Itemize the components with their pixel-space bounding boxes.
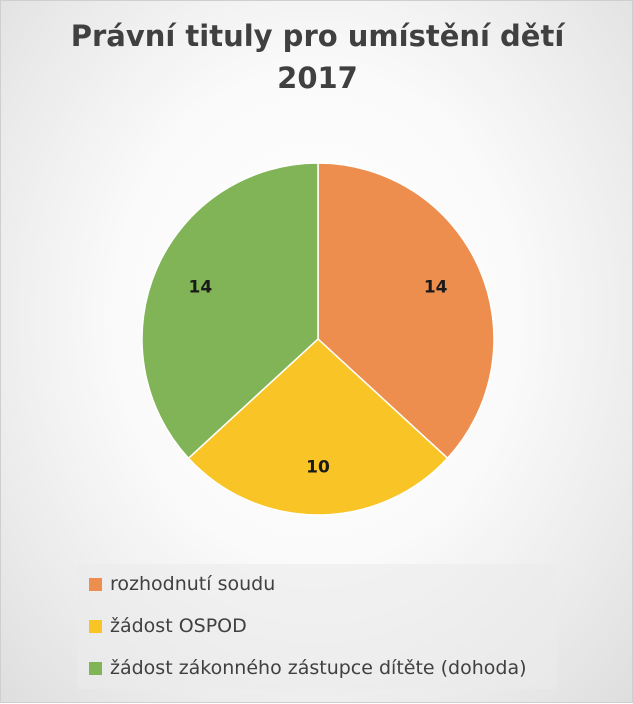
- legend-label-1: žádost OSPOD: [110, 615, 247, 637]
- legend-item-zadost-ospod: žádost OSPOD: [89, 611, 247, 641]
- pie-slice-zadost-ospod: [187, 337, 449, 516]
- legend-label-2: žádost zákonného zástupce dítěte (dohoda…: [110, 657, 527, 679]
- legend-item-zadost-zakonneho-zastupce: žádost zákonného zástupce dítěte (dohoda…: [89, 653, 527, 683]
- legend-swatch-2: [89, 661, 102, 675]
- chart-title-line-2: 2017: [277, 61, 358, 95]
- legend: rozhodnutí soudu žádost OSPOD žádost zák…: [77, 564, 557, 689]
- chart-title-line-1: Právní tituly pro umístění dětí: [70, 19, 565, 53]
- pie-slice-zadost-zakonneho-zastupce: [141, 162, 319, 460]
- data-label-0: 14: [424, 277, 448, 297]
- chart-title: Právní tituly pro umístění dětí 2017: [1, 15, 633, 99]
- legend-label-0: rozhodnutí soudu: [110, 573, 276, 595]
- legend-swatch-1: [89, 619, 102, 633]
- pie-slice-rozhodnuti-soudu: [317, 162, 495, 460]
- legend-swatch-0: [89, 577, 102, 591]
- legend-item-rozhodnuti-soudu: rozhodnutí soudu: [89, 569, 275, 599]
- data-label-1: 10: [306, 457, 330, 477]
- data-label-2: 14: [189, 277, 213, 297]
